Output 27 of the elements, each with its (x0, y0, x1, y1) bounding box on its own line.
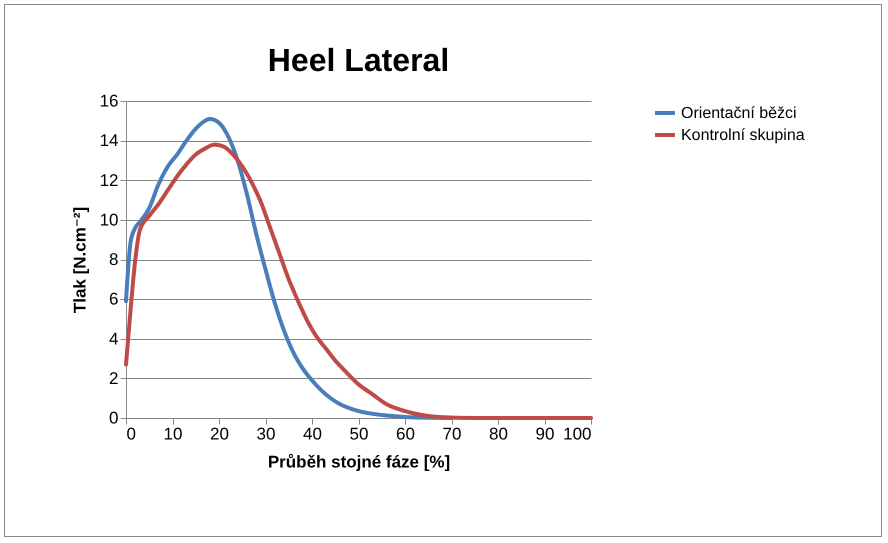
y-tick-label: 12 (100, 170, 118, 190)
x-tick-label: 10 (164, 424, 182, 444)
y-tick-label: 8 (109, 250, 118, 269)
y-tick-label: 2 (109, 368, 118, 388)
x-tick-label: 80 (489, 424, 508, 444)
legend-label: Orientační běžci (681, 105, 797, 122)
x-tick-label: 20 (210, 424, 229, 444)
x-tick-label: 100 (563, 424, 592, 444)
y-tick-label: 10 (100, 210, 118, 230)
y-tick-label: 4 (109, 329, 118, 348)
y-tick-label: 16 (100, 92, 118, 110)
chart-title: Heel Lateral (268, 42, 450, 78)
x-tick-label: 50 (350, 424, 368, 444)
x-tick-label: 70 (442, 424, 462, 444)
line-series (124, 142, 593, 420)
y-tick-label: 6 (109, 290, 118, 309)
line-series (124, 116, 454, 420)
x-tick-label: 90 (536, 424, 554, 444)
y-axis-title: Tlak [N.cm⁻²] (70, 206, 90, 314)
x-tick-label: 0 (126, 424, 136, 444)
x-tick-label: 30 (256, 424, 276, 444)
x-tick-label: 60 (396, 424, 415, 444)
y-tick-label: 14 (100, 131, 118, 150)
x-tick-label: 40 (303, 424, 322, 444)
y-tick-label: 0 (109, 408, 118, 428)
x-axis-title: Průběh stojné fáze [%] (268, 452, 450, 472)
legend-label: Kontrolní skupina (681, 127, 805, 144)
